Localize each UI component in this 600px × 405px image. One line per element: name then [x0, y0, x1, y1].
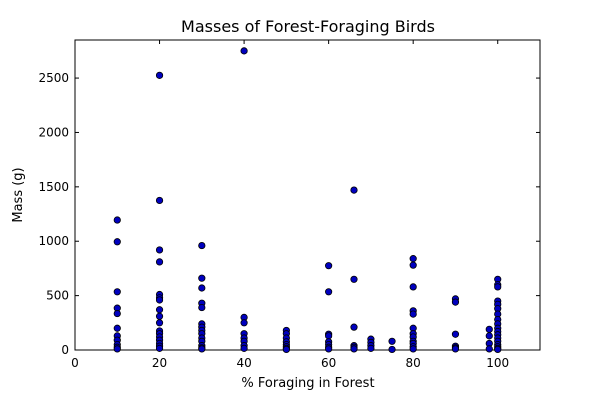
- y-tick-label: 1500: [38, 180, 69, 194]
- y-tick-label: 2500: [38, 71, 69, 85]
- data-point: [409, 345, 417, 353]
- data-point: [155, 246, 164, 254]
- data-point: [155, 71, 164, 79]
- data-point: [325, 288, 333, 296]
- data-point: [113, 216, 121, 224]
- data-point: [113, 288, 121, 296]
- y-tick-label: 2000: [38, 125, 69, 139]
- data-point: [155, 312, 164, 320]
- data-point: [113, 309, 121, 318]
- data-point: [155, 296, 164, 304]
- data-point: [350, 275, 358, 283]
- data-point: [325, 345, 333, 353]
- data-point: [240, 344, 248, 352]
- y-tick-label: 0: [61, 343, 69, 357]
- data-point: [388, 345, 396, 354]
- data-point: [451, 298, 460, 306]
- data-point: [155, 319, 164, 327]
- data-point: [325, 262, 333, 270]
- data-point: [409, 255, 417, 263]
- data-point: [113, 238, 121, 246]
- data-point: [485, 345, 493, 353]
- y-tick-label: 500: [46, 289, 69, 303]
- data-point: [409, 310, 417, 318]
- data-point: [155, 258, 164, 266]
- data-point: [494, 345, 502, 354]
- x-tick-label: 60: [321, 356, 336, 370]
- y-axis-label: Mass (g): [11, 167, 26, 222]
- data-point: [198, 303, 206, 312]
- data-point: [155, 306, 164, 314]
- x-tick-label: 20: [152, 356, 167, 370]
- data-point: [494, 283, 502, 291]
- data-point: [198, 241, 206, 250]
- plot-frame: [74, 39, 541, 351]
- data-point: [485, 332, 493, 340]
- x-axis-label: % Foraging in Forest: [241, 376, 374, 391]
- data-point: [155, 344, 164, 352]
- data-point: [282, 345, 290, 354]
- data-point: [155, 196, 164, 205]
- data-point: [198, 284, 206, 292]
- data-point: [409, 261, 417, 269]
- data-point: [388, 337, 396, 345]
- data-point: [451, 345, 460, 353]
- data-point: [350, 186, 358, 194]
- data-point: [198, 274, 206, 282]
- chart-title: Masses of Forest-Foraging Birds: [181, 17, 435, 36]
- data-point: [350, 323, 358, 331]
- x-tick-label: 80: [406, 356, 421, 370]
- data-point: [198, 345, 206, 353]
- x-tick-label: 40: [236, 356, 251, 370]
- data-point: [113, 345, 121, 353]
- y-tick-label: 1000: [38, 234, 69, 248]
- x-tick-label: 0: [71, 356, 79, 370]
- data-point: [240, 47, 248, 55]
- data-point: [367, 344, 375, 352]
- data-point: [409, 283, 417, 291]
- data-point: [485, 325, 493, 333]
- data-point: [240, 319, 248, 327]
- data-point: [350, 345, 358, 353]
- data-points: [113, 47, 502, 354]
- data-point: [451, 330, 460, 338]
- data-point: [113, 324, 121, 332]
- data-point: [325, 332, 333, 340]
- x-tick-label: 100: [486, 356, 509, 370]
